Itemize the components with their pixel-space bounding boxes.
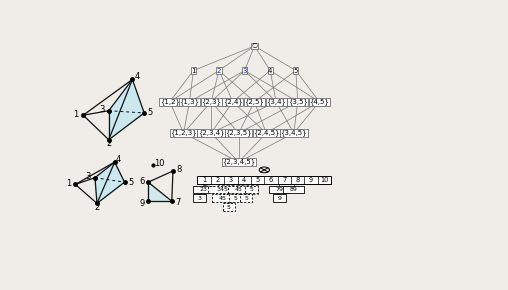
Text: 10: 10	[321, 177, 329, 183]
Text: 2: 2	[94, 203, 100, 212]
Text: {2,3,4,5}: {2,3,4,5}	[222, 159, 256, 166]
Text: {1,3}: {1,3}	[179, 98, 200, 105]
Text: 45: 45	[235, 187, 243, 192]
FancyBboxPatch shape	[197, 176, 331, 184]
Text: 23: 23	[200, 187, 208, 192]
Text: 10: 10	[154, 159, 165, 168]
Text: {3,5}: {3,5}	[288, 98, 308, 105]
FancyBboxPatch shape	[269, 186, 290, 193]
Text: 3: 3	[85, 172, 90, 181]
Text: 5: 5	[227, 205, 231, 210]
Polygon shape	[95, 162, 124, 182]
FancyBboxPatch shape	[193, 186, 214, 193]
Text: {3,4,5}: {3,4,5}	[280, 130, 307, 136]
Text: 1: 1	[74, 110, 79, 119]
Text: 8: 8	[177, 165, 182, 174]
Text: 5: 5	[147, 108, 153, 117]
Text: 4: 4	[268, 68, 272, 74]
FancyBboxPatch shape	[229, 186, 250, 193]
Polygon shape	[97, 162, 124, 203]
Text: {1,2,3}: {1,2,3}	[170, 130, 197, 136]
Text: 89: 89	[290, 187, 298, 192]
FancyBboxPatch shape	[223, 203, 235, 211]
Text: 5: 5	[244, 196, 248, 201]
Text: ∅: ∅	[251, 43, 258, 49]
Polygon shape	[109, 79, 133, 140]
Text: 4: 4	[116, 155, 121, 164]
Text: 9: 9	[309, 177, 313, 183]
Polygon shape	[95, 178, 124, 203]
Polygon shape	[148, 182, 172, 201]
Text: 79: 79	[275, 187, 283, 192]
Text: 5: 5	[128, 178, 134, 187]
Text: 45: 45	[218, 196, 227, 201]
Text: 4: 4	[242, 177, 246, 183]
Text: 6: 6	[139, 177, 145, 186]
Text: {2,3,5}: {2,3,5}	[226, 130, 252, 136]
Text: {2,3,4}: {2,3,4}	[198, 130, 225, 136]
Text: 5: 5	[234, 196, 237, 201]
Text: 1: 1	[66, 179, 71, 188]
Polygon shape	[109, 79, 144, 113]
FancyBboxPatch shape	[194, 195, 206, 202]
Text: {2,4}: {2,4}	[223, 98, 243, 105]
FancyBboxPatch shape	[212, 195, 233, 202]
Text: {3,4}: {3,4}	[266, 98, 286, 105]
Text: 5: 5	[294, 68, 298, 74]
Text: 1: 1	[191, 68, 196, 74]
Polygon shape	[109, 111, 144, 140]
Text: 2: 2	[106, 139, 111, 148]
Text: 4: 4	[135, 72, 140, 81]
Text: 6: 6	[269, 177, 273, 183]
FancyBboxPatch shape	[208, 186, 238, 193]
Text: 3: 3	[229, 177, 233, 183]
FancyBboxPatch shape	[283, 186, 304, 193]
Text: {2,4,5}: {2,4,5}	[253, 130, 279, 136]
Polygon shape	[109, 79, 144, 140]
Text: 5: 5	[256, 177, 260, 183]
Text: 2: 2	[217, 68, 221, 74]
Text: 7: 7	[282, 177, 287, 183]
Text: {2,5}: {2,5}	[244, 98, 264, 105]
Text: 8: 8	[296, 177, 300, 183]
FancyBboxPatch shape	[245, 186, 258, 193]
Text: {2,3}: {2,3}	[201, 98, 221, 105]
Text: 3: 3	[242, 68, 247, 74]
FancyBboxPatch shape	[273, 195, 285, 202]
Text: 9: 9	[277, 196, 281, 201]
FancyBboxPatch shape	[229, 195, 242, 202]
Text: 7: 7	[175, 198, 180, 207]
Text: {4,5}: {4,5}	[309, 98, 329, 105]
Text: 3: 3	[198, 196, 202, 201]
Text: 345: 345	[216, 187, 229, 192]
Text: 1: 1	[202, 177, 206, 183]
Text: {1,2}: {1,2}	[160, 98, 180, 105]
Text: 2: 2	[215, 177, 219, 183]
FancyBboxPatch shape	[240, 195, 252, 202]
Text: 9: 9	[139, 199, 144, 208]
Polygon shape	[95, 162, 115, 203]
Text: 5: 5	[250, 187, 253, 192]
Text: 3: 3	[99, 105, 104, 114]
